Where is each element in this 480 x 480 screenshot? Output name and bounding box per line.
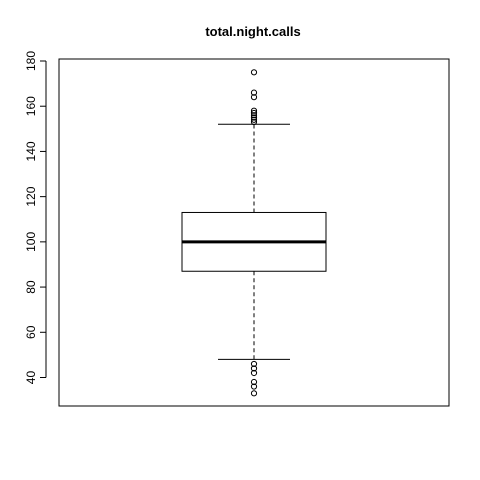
outlier-point [250,107,258,114]
outlier-point [250,378,258,386]
outlier-point [250,112,258,119]
outlier-point [250,365,258,372]
outlier-point [250,390,258,397]
outlier-point [250,109,258,117]
outlier-point [250,69,258,76]
plot-frame [58,58,450,407]
box-group [181,123,327,360]
y-axis: 40 60 80 100 120 140 160 180 [24,51,47,385]
chart-title: total.night.calls [205,24,300,39]
outlier-point [250,89,258,96]
outliers-group [250,69,258,397]
outlier-point [250,114,258,121]
outlier-point [250,383,258,390]
outlier-point [250,118,258,126]
outlier-point [250,360,258,368]
y-tick-label: 100 [24,232,38,252]
y-tick-label: 140 [24,141,38,161]
outlier-point [250,94,258,101]
y-tick-label: 60 [24,325,38,339]
y-tick-label: 180 [24,51,38,71]
y-tick-label: 80 [24,280,38,294]
outlier-point [250,369,258,377]
outlier-point [250,116,258,123]
y-tick-label: 160 [24,96,38,116]
y-tick-label: 40 [24,371,38,385]
y-tick-label: 120 [24,186,38,206]
